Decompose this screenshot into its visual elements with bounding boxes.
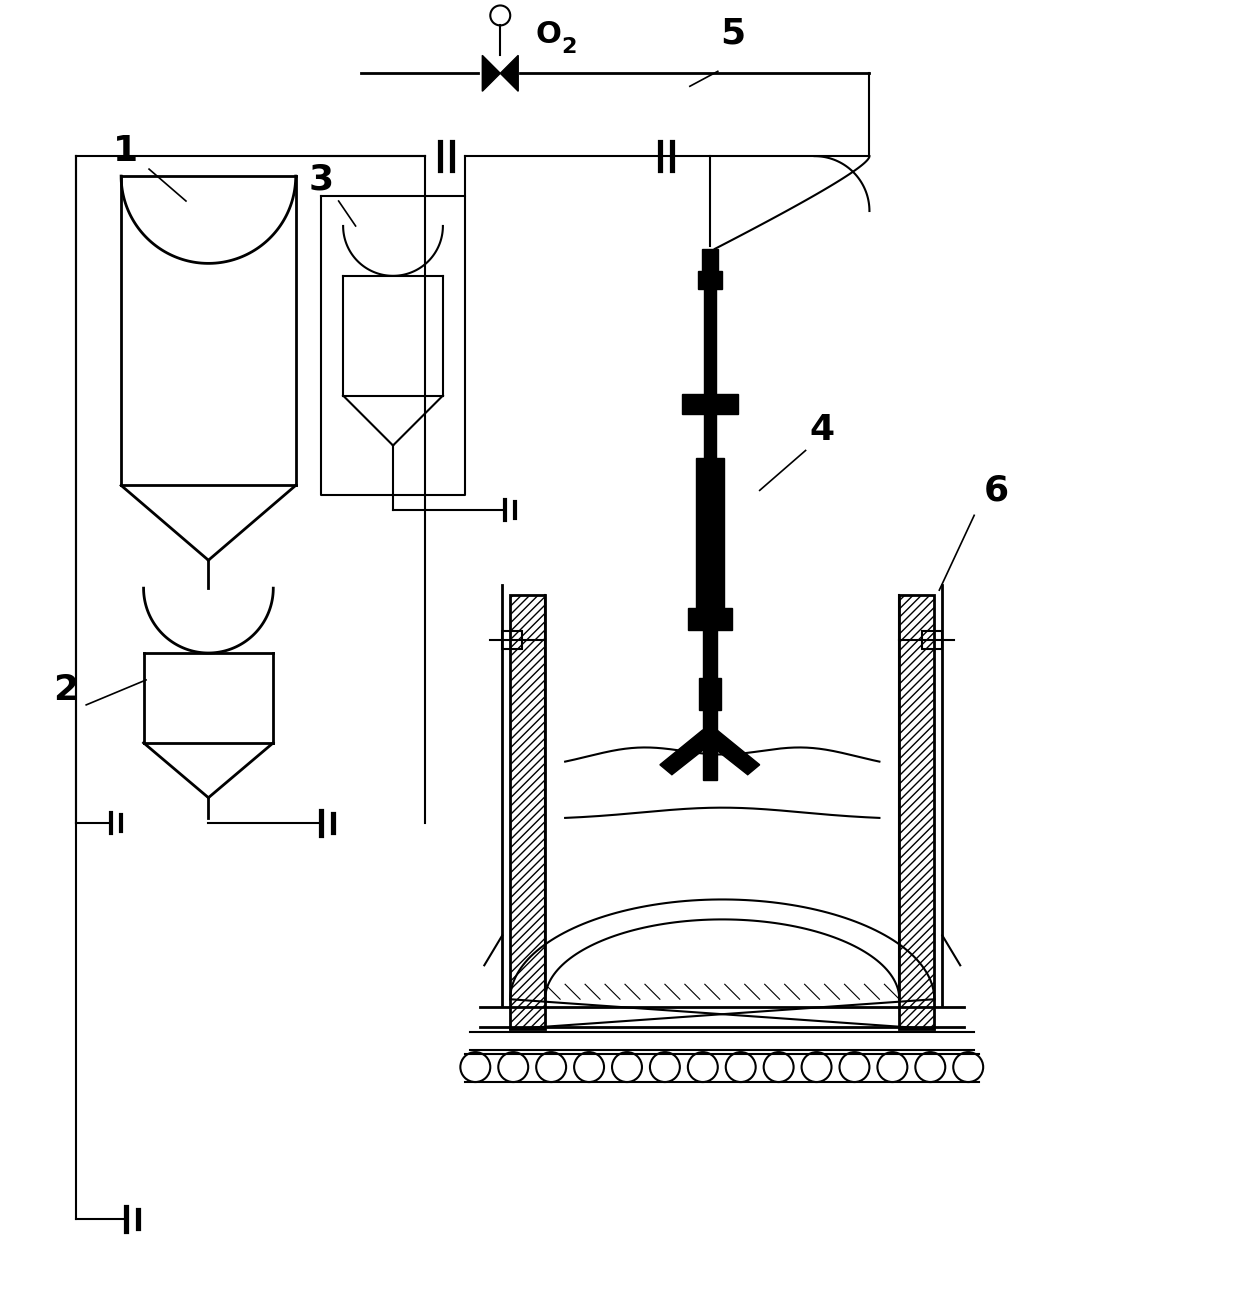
Polygon shape (688, 608, 732, 630)
Text: 2: 2 (53, 673, 78, 707)
Polygon shape (704, 289, 715, 393)
Polygon shape (703, 744, 717, 780)
Text: 4: 4 (810, 413, 835, 447)
Polygon shape (698, 271, 722, 289)
Polygon shape (696, 459, 724, 608)
Text: 5: 5 (719, 16, 745, 50)
Polygon shape (699, 679, 720, 710)
Text: 2: 2 (562, 37, 577, 58)
Bar (923, 631, 942, 650)
Polygon shape (482, 55, 500, 91)
Bar (899, 596, 934, 1030)
Text: 1: 1 (113, 134, 139, 168)
Polygon shape (682, 393, 738, 413)
Bar (502, 631, 522, 650)
Polygon shape (709, 730, 760, 775)
Text: 6: 6 (985, 473, 1009, 508)
Polygon shape (703, 710, 717, 744)
Polygon shape (703, 630, 717, 679)
Polygon shape (500, 55, 518, 91)
Polygon shape (660, 730, 709, 775)
Text: 3: 3 (309, 162, 334, 196)
Polygon shape (702, 249, 718, 271)
Bar (510, 596, 546, 1030)
Polygon shape (704, 413, 715, 459)
Text: O: O (536, 20, 560, 50)
